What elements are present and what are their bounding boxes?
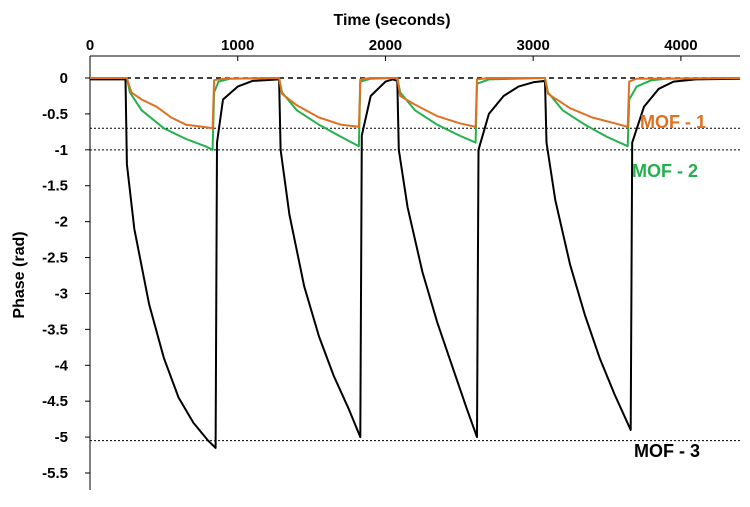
y-tick-label: -3 — [55, 285, 68, 302]
series-lines — [90, 77, 741, 449]
x-tick-label: 1000 — [221, 37, 254, 54]
y-tick-label: -3.5 — [42, 321, 68, 338]
x-tick-label: 3000 — [516, 37, 549, 54]
y-tick-label: -4 — [55, 357, 69, 374]
y-tick-label: -2.5 — [42, 250, 68, 267]
series-label-mof-3: MOF - 3 — [634, 441, 700, 461]
x-axis-title: Time (seconds) — [333, 12, 450, 29]
series-label-mof-1: MOF - 1 — [640, 112, 706, 132]
y-tick-label: -4.5 — [42, 393, 68, 410]
series-line-mof-3 — [90, 77, 741, 449]
y-tick-label: -1.5 — [42, 178, 68, 195]
y-tick-label: 0 — [60, 70, 68, 87]
y-tick-label: -5 — [55, 429, 68, 446]
x-ticks: 0 1000 2000 3000 4000 — [86, 37, 698, 61]
series-line-mof-1 — [90, 77, 741, 130]
reference-lines — [90, 77, 740, 442]
y-tick-label: -0.5 — [42, 106, 68, 123]
y-tick-label: -1 — [55, 142, 68, 159]
x-tick-label: 4000 — [664, 37, 697, 54]
x-tick-label: 2000 — [369, 37, 402, 54]
y-tick-label: -5.5 — [42, 465, 68, 482]
y-axis-title: Phase (rad) — [11, 231, 28, 318]
x-tick-label: 0 — [86, 37, 94, 54]
y-ticks: 0 -0.5 -1 -1.5 -2 -2.5 -3 -3.5 -4 -4.5 -5 -5.5 — [42, 70, 90, 482]
series-label-mof-2: MOF - 2 — [632, 161, 698, 181]
y-tick-label: -2 — [55, 214, 68, 231]
